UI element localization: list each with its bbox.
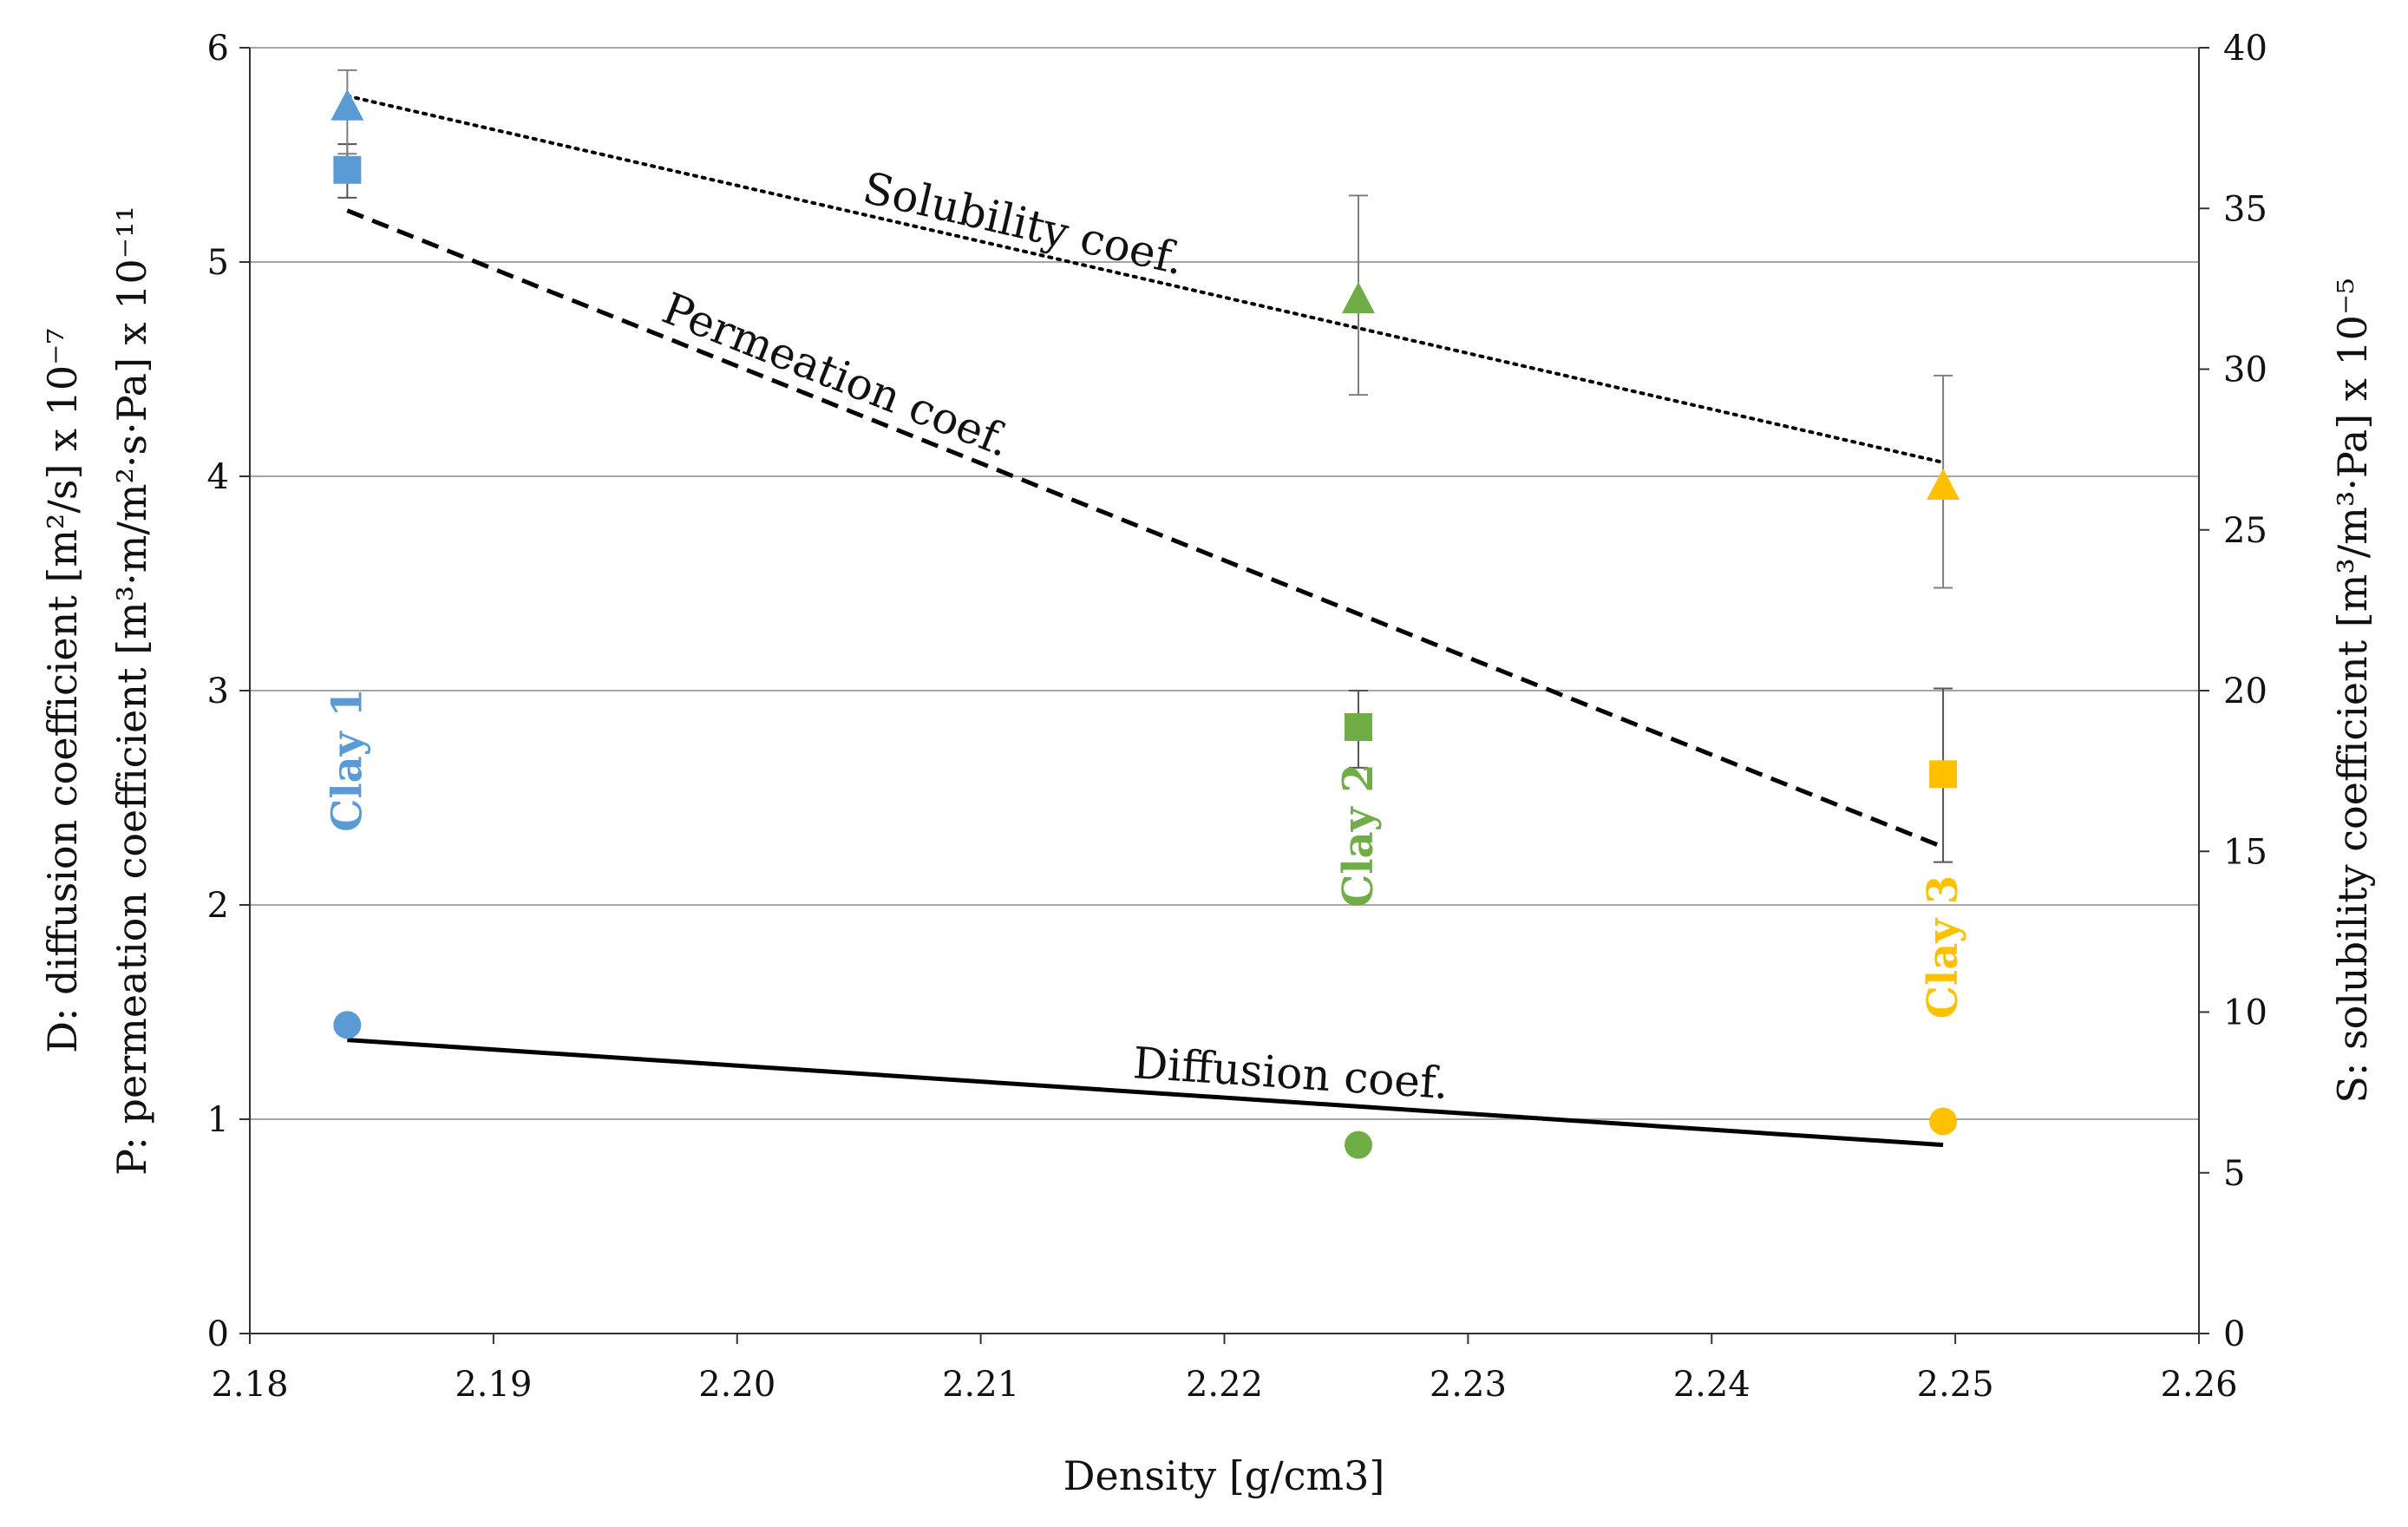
- clay-2-label: Clay 2: [1334, 764, 1383, 908]
- y-right-tick-label: 35: [2223, 189, 2267, 229]
- y-right-axis-title: S: solubility coefficient [m³/m³·Pa] x 1…: [2329, 278, 2376, 1103]
- y-left-tick-label: 5: [207, 243, 229, 283]
- y-left-tick-label: 4: [207, 457, 229, 497]
- data-markers: [330, 88, 1960, 1159]
- trendline-diffusion: [347, 1038, 1944, 1148]
- clay-2-permeation-marker: [1344, 712, 1372, 741]
- clay-1-permeation-marker: [333, 155, 362, 184]
- x-tick-label: 2.24: [1673, 1365, 1750, 1405]
- trendline-permeation: [346, 208, 1945, 849]
- trendline-label-permeation: Permeation coef.: [656, 283, 1018, 467]
- clay-3-label: Clay 3: [1919, 875, 1967, 1019]
- y-left-tick-label: 3: [207, 672, 229, 711]
- clay-2-diffusion-marker: [1344, 1131, 1372, 1159]
- clay-2-solubility-marker: [1341, 281, 1375, 314]
- y-left-tick-label: 6: [207, 29, 229, 69]
- x-tick-label: 2.19: [455, 1365, 532, 1405]
- x-ticks: 2.18 2.19 2.20 2.21 2.22 2.23 2.24 2.25 2.26: [211, 1334, 2238, 1405]
- error-bars: [337, 69, 1953, 863]
- x-axis-title: Density [g/cm3]: [1063, 1452, 1385, 1499]
- y-left-tick-label: 0: [207, 1314, 229, 1354]
- y-right-tick-label: 30: [2223, 351, 2267, 390]
- y-right-tick-label: 20: [2223, 672, 2267, 711]
- y-right-tick-label: 40: [2223, 29, 2267, 69]
- clay-1-diffusion-marker: [333, 1011, 362, 1039]
- y-left-axis-title-permeation: P: permeation coefficient [m³·m/m²·s·Pa]…: [108, 206, 155, 1176]
- y-left-axis-title-diffusion: D: diffusion coefficient [m²/s] x 10⁻⁷: [39, 328, 86, 1053]
- y-left-tick-label: 1: [207, 1100, 229, 1140]
- trendline-label-diffusion: Diffusion coef.: [1131, 1038, 1449, 1109]
- y-left-tick-label: 2: [207, 886, 229, 926]
- clay-3-solubility-marker: [1927, 468, 1960, 500]
- x-tick-label: 2.25: [1917, 1365, 1994, 1405]
- x-tick-label: 2.23: [1430, 1365, 1507, 1405]
- y-left-ticks: 0 1 2 3 4 5 6: [207, 29, 250, 1354]
- clay-1-label: Clay 1: [323, 688, 371, 832]
- y-right-tick-label: 0: [2223, 1314, 2245, 1354]
- x-tick-label: 2.21: [942, 1365, 1019, 1405]
- y-right-tick-label: 25: [2223, 511, 2267, 551]
- y-right-ticks: 0 5 10 15 20 25 30 35 40: [2199, 29, 2267, 1354]
- y-right-tick-label: 5: [2223, 1154, 2245, 1194]
- annotation-labels: Solubility coef.Permeation coef.Diffusio…: [323, 162, 1967, 1109]
- x-tick-label: 2.20: [698, 1365, 775, 1405]
- clay-1-solubility-marker: [330, 88, 364, 121]
- x-tick-label: 2.18: [211, 1365, 288, 1405]
- y-right-tick-label: 15: [2223, 832, 2267, 872]
- gridlines: [250, 47, 2199, 1120]
- clay-3-diffusion-marker: [1929, 1107, 1958, 1136]
- y-right-tick-label: 10: [2223, 993, 2267, 1033]
- trendline-solubility: [345, 94, 1946, 464]
- clay-3-permeation-marker: [1929, 760, 1958, 789]
- x-tick-label: 2.22: [1186, 1365, 1263, 1405]
- x-tick-label: 2.26: [2160, 1365, 2237, 1405]
- trendlines: [345, 94, 1946, 1148]
